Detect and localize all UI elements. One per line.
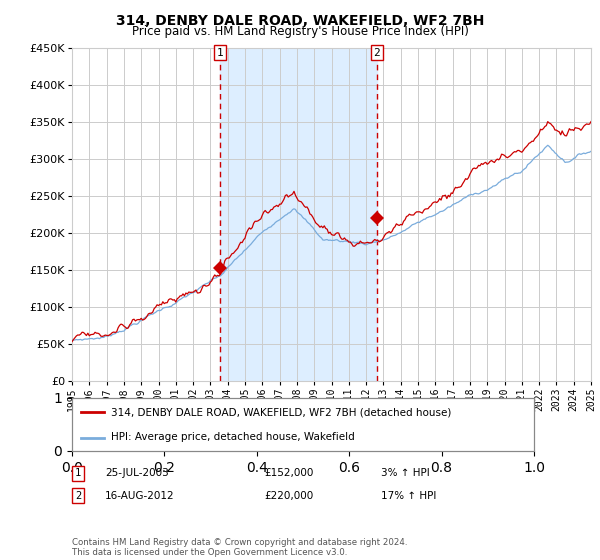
Text: 2: 2 (373, 48, 380, 58)
Text: Contains HM Land Registry data © Crown copyright and database right 2024.
This d: Contains HM Land Registry data © Crown c… (72, 538, 407, 557)
Text: 2: 2 (75, 491, 81, 501)
Text: 314, DENBY DALE ROAD, WAKEFIELD, WF2 7BH (detached house): 314, DENBY DALE ROAD, WAKEFIELD, WF2 7BH… (111, 408, 452, 418)
Text: 3% ↑ HPI: 3% ↑ HPI (381, 468, 430, 478)
Text: 25-JUL-2003: 25-JUL-2003 (105, 468, 169, 478)
Bar (220, 48, 377, 381)
Text: £152,000: £152,000 (264, 468, 313, 478)
Text: Price paid vs. HM Land Registry's House Price Index (HPI): Price paid vs. HM Land Registry's House … (131, 25, 469, 38)
Text: 1: 1 (75, 468, 81, 478)
Text: 1: 1 (217, 48, 223, 58)
Text: 17% ↑ HPI: 17% ↑ HPI (381, 491, 436, 501)
Text: HPI: Average price, detached house, Wakefield: HPI: Average price, detached house, Wake… (111, 432, 355, 442)
Text: 16-AUG-2012: 16-AUG-2012 (105, 491, 175, 501)
Text: 314, DENBY DALE ROAD, WAKEFIELD, WF2 7BH: 314, DENBY DALE ROAD, WAKEFIELD, WF2 7BH (116, 14, 484, 28)
Text: £220,000: £220,000 (264, 491, 313, 501)
